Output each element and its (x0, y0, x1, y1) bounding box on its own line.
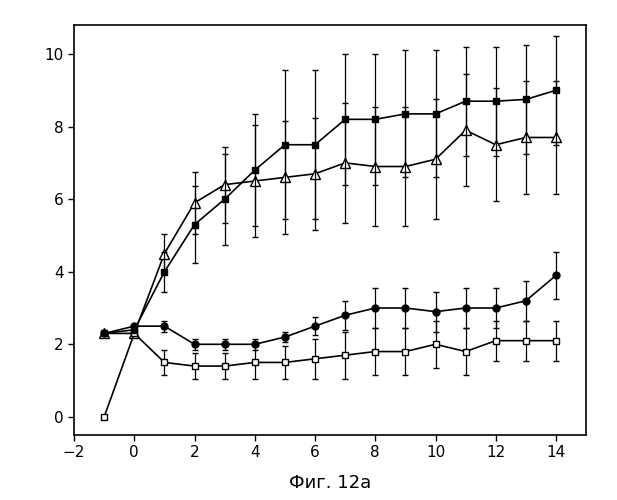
X-axis label: Фиг. 12a: Фиг. 12a (289, 474, 371, 492)
